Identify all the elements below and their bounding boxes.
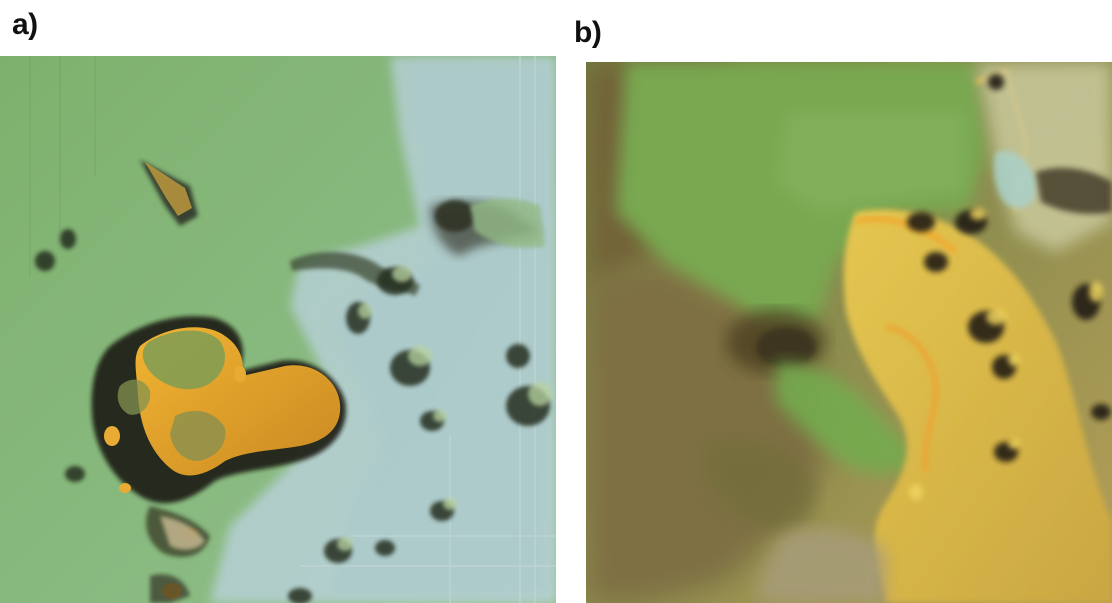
panel-b-label: b)	[574, 16, 602, 49]
panel-a-label: a)	[12, 8, 38, 41]
panel-b-terrain-image	[586, 62, 1112, 603]
terrain-map-b	[586, 62, 1112, 603]
terrain-map-a	[0, 56, 556, 603]
panel-a-terrain-image	[0, 56, 556, 603]
